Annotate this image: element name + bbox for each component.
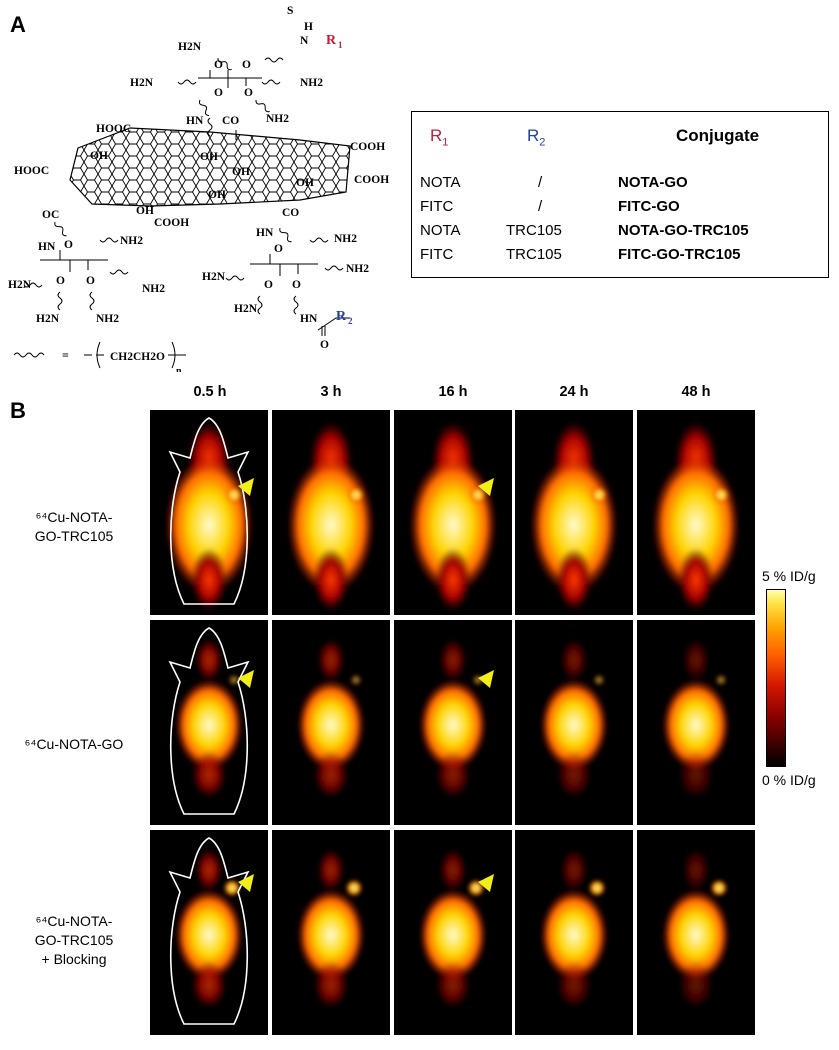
- svg-text:HN: HN: [186, 115, 204, 127]
- svg-text:H2N: H2N: [178, 41, 202, 53]
- svg-text:CO: CO: [282, 207, 299, 219]
- pet-image: [272, 410, 390, 615]
- svg-text:NH2: NH2: [346, 263, 369, 275]
- svg-text:OC: OC: [42, 209, 59, 221]
- svg-text:O: O: [214, 59, 223, 71]
- table-cell-conjugate: NOTA-GO: [618, 174, 688, 191]
- pet-image: [637, 620, 755, 825]
- timepoint-label: 24 h: [559, 384, 589, 400]
- svg-text:O: O: [292, 279, 301, 291]
- table-cell-r1: NOTA: [420, 222, 461, 239]
- colorbar: [766, 589, 786, 767]
- svg-text:H2N: H2N: [202, 271, 226, 283]
- pet-image: [637, 830, 755, 1035]
- graphene-oxide-sheet: [69, 127, 351, 207]
- svg-text:CH2CH2O: CH2CH2O: [110, 351, 165, 363]
- svg-text:H: H: [304, 21, 313, 33]
- svg-text:COOH: COOH: [350, 141, 385, 153]
- svg-text:NH2: NH2: [334, 233, 357, 245]
- pet-image: [272, 620, 390, 825]
- panel-a-letter: A: [10, 12, 26, 37]
- table-cell-conjugate: NOTA-GO-TRC105: [618, 222, 749, 239]
- svg-text:O: O: [214, 87, 223, 99]
- svg-text:S: S: [287, 5, 293, 17]
- svg-text:=: =: [62, 348, 69, 362]
- row-label-nota-go: ⁶⁴Cu-NOTA-GO: [24, 736, 124, 752]
- table-cell-r2: TRC105: [506, 222, 562, 239]
- peg-links: [13, 57, 350, 369]
- pet-image: [637, 410, 755, 615]
- timepoint-label: 48 h: [681, 384, 711, 400]
- svg-text:O: O: [242, 59, 251, 71]
- svg-text:OH: OH: [90, 150, 108, 162]
- svg-text:HN: HN: [38, 241, 56, 253]
- svg-text:NH2: NH2: [142, 283, 165, 295]
- pet-image: [515, 410, 633, 615]
- svg-text:O: O: [64, 239, 73, 251]
- table-cell-r2: /: [538, 174, 543, 191]
- svg-text:CO: CO: [222, 115, 239, 127]
- svg-text:1: 1: [338, 40, 343, 50]
- header-r1: R1: [430, 126, 449, 149]
- table-cell-conjugate: FITC-GO-TRC105: [618, 246, 741, 263]
- svg-text:H2N: H2N: [36, 313, 60, 325]
- go-peg-structure: S H N R 1 H2N O O H2N NH2 O O HN CO NH2 …: [8, 5, 389, 372]
- svg-text:HOOC: HOOC: [96, 123, 131, 135]
- pet-image: [150, 830, 268, 1035]
- table-cell-r1: NOTA: [420, 174, 461, 191]
- pet-image: [394, 410, 512, 615]
- colorbar-max-label: 5 % ID/g: [762, 568, 816, 584]
- pet-image: [272, 830, 390, 1035]
- header-conjugate: Conjugate: [676, 126, 760, 145]
- svg-text:NH2: NH2: [96, 313, 119, 325]
- row-label-nota-go-trc105: ⁶⁴Cu-NOTA- GO-TRC105: [34, 509, 114, 544]
- svg-text:OH: OH: [232, 166, 250, 178]
- table-cell-conjugate: FITC-GO: [618, 198, 680, 215]
- svg-text:OH: OH: [136, 205, 154, 217]
- svg-text:OH: OH: [296, 177, 314, 189]
- pet-image: [394, 620, 512, 825]
- table-cell-r1: FITC: [420, 198, 454, 215]
- svg-text:O: O: [244, 87, 253, 99]
- svg-text:H2N: H2N: [8, 279, 32, 291]
- svg-text:OH: OH: [208, 189, 226, 201]
- svg-text:HN: HN: [256, 227, 274, 239]
- pet-image: [515, 620, 633, 825]
- svg-text:2: 2: [348, 316, 353, 326]
- svg-text:COOH: COOH: [154, 217, 189, 229]
- timepoint-label: 3 h: [320, 384, 342, 400]
- pet-image: [394, 830, 512, 1035]
- svg-text:NH2: NH2: [266, 113, 289, 125]
- svg-text:O: O: [264, 279, 273, 291]
- svg-text:N: N: [300, 35, 309, 47]
- svg-text:O: O: [56, 275, 65, 287]
- table-cell-r2: TRC105: [506, 246, 562, 263]
- timepoint-label: 16 h: [438, 384, 468, 400]
- colorbar-min-label: 0 % ID/g: [762, 772, 816, 788]
- svg-text:NH2: NH2: [300, 77, 323, 89]
- svg-text:NH2: NH2: [120, 235, 143, 247]
- svg-text:HOOC: HOOC: [14, 165, 49, 177]
- row-label-nota-go-trc105-blocking: ⁶⁴Cu-NOTA- GO-TRC105 + Blocking: [34, 913, 114, 967]
- svg-text:O: O: [274, 243, 283, 255]
- svg-text:R: R: [326, 33, 337, 48]
- timepoint-label: 0.5 h: [193, 384, 227, 400]
- pet-image: [150, 620, 268, 825]
- table-cell-r1: FITC: [420, 246, 454, 263]
- panel-b-letter: B: [10, 398, 26, 423]
- table-cell-r2: /: [538, 198, 543, 215]
- svg-text:O: O: [320, 339, 329, 351]
- svg-text:O: O: [86, 275, 95, 287]
- svg-text:R: R: [336, 309, 347, 324]
- conjugate-table: R1 R2 Conjugate NOTA / NOTA-GO FITC / FI…: [411, 111, 829, 278]
- svg-text:H2N: H2N: [234, 303, 258, 315]
- header-r2: R2: [527, 126, 546, 149]
- pet-image: [150, 410, 268, 615]
- svg-text:n: n: [176, 366, 182, 372]
- svg-text:OH: OH: [200, 151, 218, 163]
- svg-text:H2N: H2N: [130, 77, 154, 89]
- pet-image: [515, 830, 633, 1035]
- svg-text:COOH: COOH: [354, 174, 389, 186]
- svg-text:HN: HN: [300, 313, 318, 325]
